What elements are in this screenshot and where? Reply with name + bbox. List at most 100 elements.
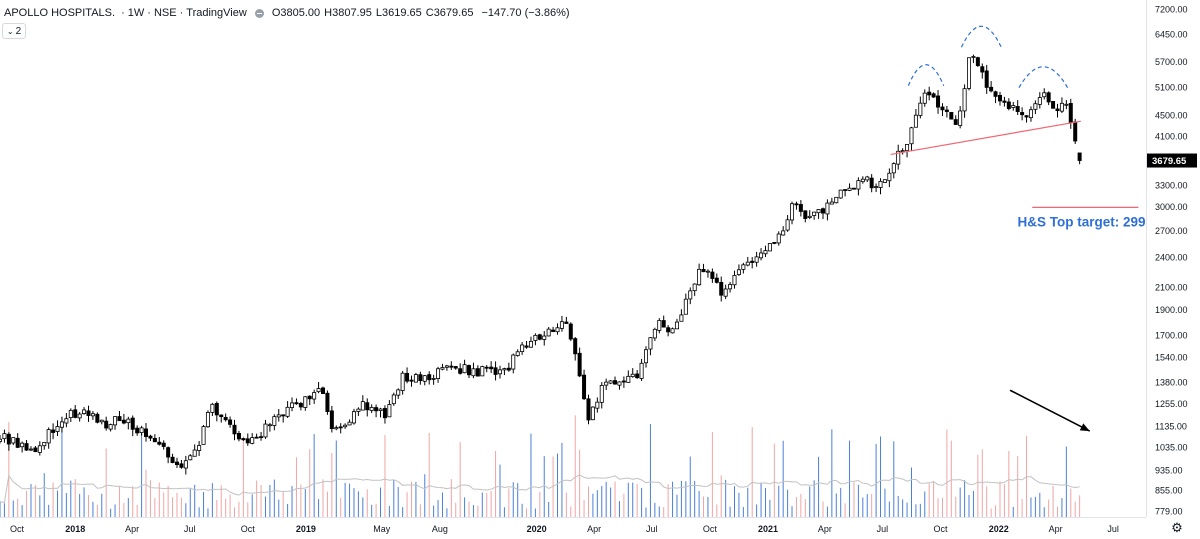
interval-label[interactable]: 1W — [127, 7, 145, 19]
time-tick-label: May — [373, 524, 391, 534]
down-candle — [170, 456, 175, 463]
up-candle — [396, 389, 401, 396]
up-candle — [272, 416, 277, 426]
up-candle — [422, 375, 427, 382]
up-candle — [263, 423, 268, 438]
up-candle — [644, 349, 649, 364]
price-tick-label: 779.00 — [1155, 507, 1183, 517]
price-tick-label: 5100.00 — [1155, 82, 1188, 92]
down-candle — [161, 442, 166, 447]
down-candle — [152, 437, 157, 443]
down-candle — [148, 435, 153, 439]
up-candle — [99, 419, 104, 423]
indicators-count: 2 — [15, 25, 22, 37]
chevron-down-icon: ⌄ — [6, 26, 14, 36]
down-candle — [493, 367, 498, 375]
up-candle — [816, 209, 821, 214]
down-candle — [73, 409, 78, 418]
down-candle — [794, 203, 799, 206]
price-axis[interactable]: 779.00 855.00 935.00 1035.00 1135.00 1255.00 1… — [1146, 0, 1200, 517]
up-candle — [113, 416, 118, 426]
time-axis[interactable]: Oct 2018 Apr Jul Oct 2019 May Aug 2020 Apr Jul Oct 2… — [0, 517, 1146, 539]
up-candle — [683, 298, 688, 315]
up-candle — [210, 403, 215, 413]
up-candle — [312, 392, 317, 400]
up-candle — [847, 187, 852, 191]
up-candle — [829, 201, 834, 205]
down-candle — [803, 210, 808, 219]
up-candle — [2, 433, 7, 440]
up-candle — [918, 102, 923, 116]
down-candle — [701, 269, 706, 273]
down-candle — [714, 277, 719, 283]
down-candle — [1046, 92, 1051, 103]
down-candle — [365, 402, 370, 411]
up-candle — [736, 269, 741, 275]
down-candle — [236, 432, 241, 440]
up-candle — [900, 150, 905, 153]
up-candle — [20, 442, 25, 448]
time-tick-label: Apr — [1049, 524, 1063, 534]
up-candle — [480, 366, 485, 377]
up-candle — [763, 250, 768, 255]
up-candle — [896, 150, 901, 165]
up-candle — [77, 413, 82, 419]
down-candle — [936, 95, 941, 108]
last-price-tag — [1147, 153, 1197, 168]
down-candle — [613, 380, 618, 385]
volume-moving-average — [0, 474, 1080, 504]
time-tick-label: Oct — [703, 524, 718, 534]
down-candle — [121, 419, 126, 424]
down-candle — [409, 379, 414, 382]
up-candle — [958, 110, 963, 126]
down-candle — [1015, 106, 1020, 112]
up-candle — [188, 455, 193, 461]
down-candle — [219, 414, 224, 418]
price-tick-label: 2700.00 — [1155, 226, 1188, 236]
drawings-layer[interactable]: H&S Top target: 2990 — [890, 25, 1153, 432]
up-candle — [679, 314, 684, 322]
up-candle — [290, 402, 295, 408]
down-candle — [214, 403, 219, 416]
up-candle — [37, 445, 42, 453]
price-tick-label: 1035.00 — [1155, 442, 1188, 452]
down-candle — [573, 338, 578, 355]
up-candle — [205, 412, 210, 428]
down-candle — [1077, 152, 1082, 161]
indicators-toggle-button[interactable]: ⌄ 2 — [2, 23, 26, 39]
up-candle — [905, 144, 910, 152]
down-candle — [130, 417, 135, 430]
up-candle — [444, 365, 449, 368]
symbol-name[interactable]: APOLLO HOSPITALS. — [4, 7, 116, 19]
pattern-arc — [1018, 66, 1069, 89]
visibility-eye-icon[interactable] — [254, 8, 264, 18]
down-candle — [524, 345, 529, 348]
up-candle — [462, 364, 467, 374]
down-candle — [1006, 101, 1011, 109]
up-candle — [741, 264, 746, 270]
up-candle — [42, 442, 47, 447]
up-candle — [626, 375, 631, 383]
up-candle — [874, 186, 879, 188]
down-candle — [329, 410, 334, 429]
down-candle — [568, 323, 573, 340]
up-candle — [316, 388, 321, 393]
up-candle — [55, 426, 60, 432]
gear-icon[interactable]: ⚙ — [1171, 520, 1183, 535]
symbol-legend[interactable]: APOLLO HOSPITALS. · 1W · NSE · TradingVi… — [4, 7, 570, 19]
down-candle — [117, 416, 122, 422]
down-candle — [232, 424, 237, 435]
down-candle — [298, 403, 303, 408]
up-candle — [533, 334, 538, 341]
ohlc-open: O3805.00 — [271, 7, 321, 19]
up-candle — [776, 233, 781, 244]
up-candle — [90, 413, 95, 417]
price-tick-label: 2400.00 — [1155, 252, 1188, 262]
down-candle — [294, 402, 299, 405]
down-candle — [259, 436, 264, 439]
ohlc-close: C3679.65 — [425, 7, 474, 19]
down-candle — [24, 443, 29, 451]
up-candle — [497, 369, 502, 375]
time-tick-label: Apr — [818, 524, 832, 534]
